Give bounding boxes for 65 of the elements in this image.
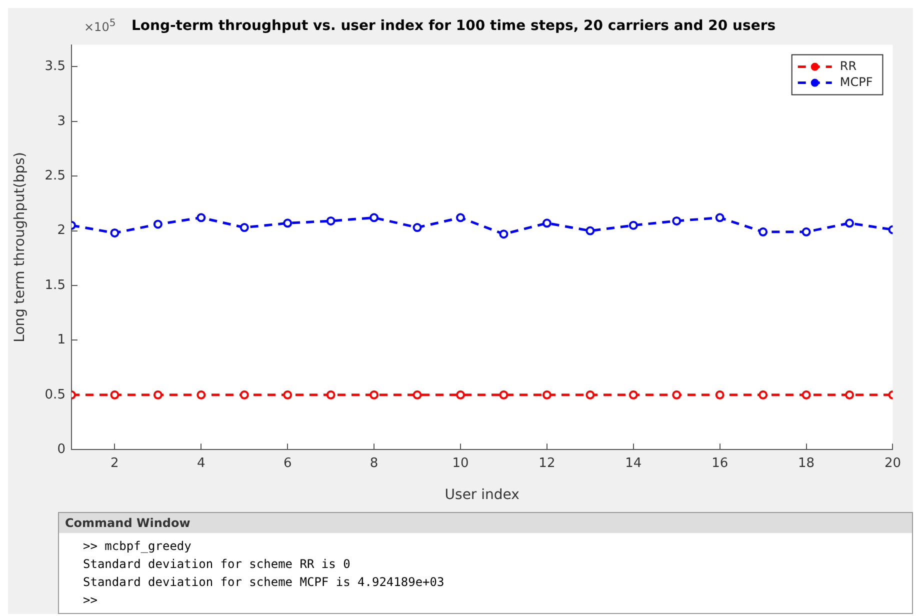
point	[456, 390, 465, 400]
text: Standard deviation for scheme RR is 0	[83, 556, 352, 573]
point	[542, 218, 552, 228]
point	[412, 390, 422, 400]
point	[110, 228, 120, 238]
point	[845, 390, 854, 400]
legend-label: MCPF	[840, 74, 873, 89]
x-tick-label: 10	[452, 456, 469, 471]
text: ×10$^{5}$	[84, 18, 116, 34]
point	[153, 390, 162, 400]
point	[672, 216, 682, 226]
point	[586, 226, 595, 236]
point	[758, 390, 768, 400]
y-tick-label: 1.5	[44, 278, 66, 293]
y-tick-label: 2.5	[44, 168, 66, 184]
x-axis-title: User index	[444, 487, 520, 504]
text: Command Window	[59, 513, 912, 533]
point	[110, 390, 120, 400]
chart-title: Long-term throughput vs. user index for 100 time steps, 20 carriers and 20 users	[131, 18, 776, 34]
point	[240, 223, 249, 232]
point	[672, 390, 682, 400]
x-tick-label: 8	[370, 456, 378, 471]
y-tick-label: 3.5	[44, 59, 66, 74]
point	[758, 227, 768, 236]
text: >>	[83, 592, 98, 609]
point	[586, 390, 595, 400]
point	[240, 390, 249, 400]
point	[628, 220, 638, 230]
point	[499, 230, 508, 239]
y-tick-label: 0.5	[44, 387, 66, 402]
point	[628, 390, 638, 400]
point	[499, 390, 508, 400]
x-tick-label: 14	[625, 456, 642, 471]
legend-label: RR	[840, 58, 857, 73]
point	[802, 227, 811, 236]
x-tick-label: 4	[197, 456, 206, 471]
y-tick-label: 1	[57, 332, 66, 348]
point	[542, 390, 552, 400]
point	[715, 390, 724, 400]
x-tick-label: 2	[110, 456, 119, 471]
text: Standard deviation for scheme MCPF is 4.924189e+03	[83, 574, 446, 591]
x-tick-label: 20	[884, 456, 901, 471]
x-tick-label: 6	[283, 456, 292, 471]
y-axis-title: Long term throughput(bps)	[12, 152, 28, 342]
point	[196, 213, 206, 222]
point	[326, 390, 336, 400]
point	[153, 220, 162, 229]
x-tick-label: 12	[538, 456, 556, 471]
x-tick-label: 16	[712, 456, 728, 471]
point	[283, 218, 292, 228]
point	[370, 390, 379, 400]
x-tick-label: 18	[798, 456, 815, 471]
point	[845, 218, 854, 228]
point	[283, 390, 292, 400]
y-tick-label: 2	[57, 223, 66, 238]
point	[370, 213, 379, 222]
point	[412, 223, 422, 232]
y-tick-label: 3	[57, 114, 66, 129]
point	[456, 213, 465, 222]
text: >> mcbpf_greedy	[83, 538, 192, 555]
point	[715, 213, 724, 222]
point	[326, 216, 336, 226]
point	[802, 390, 811, 400]
y-tick-label: 0	[57, 442, 66, 457]
point	[196, 390, 206, 400]
